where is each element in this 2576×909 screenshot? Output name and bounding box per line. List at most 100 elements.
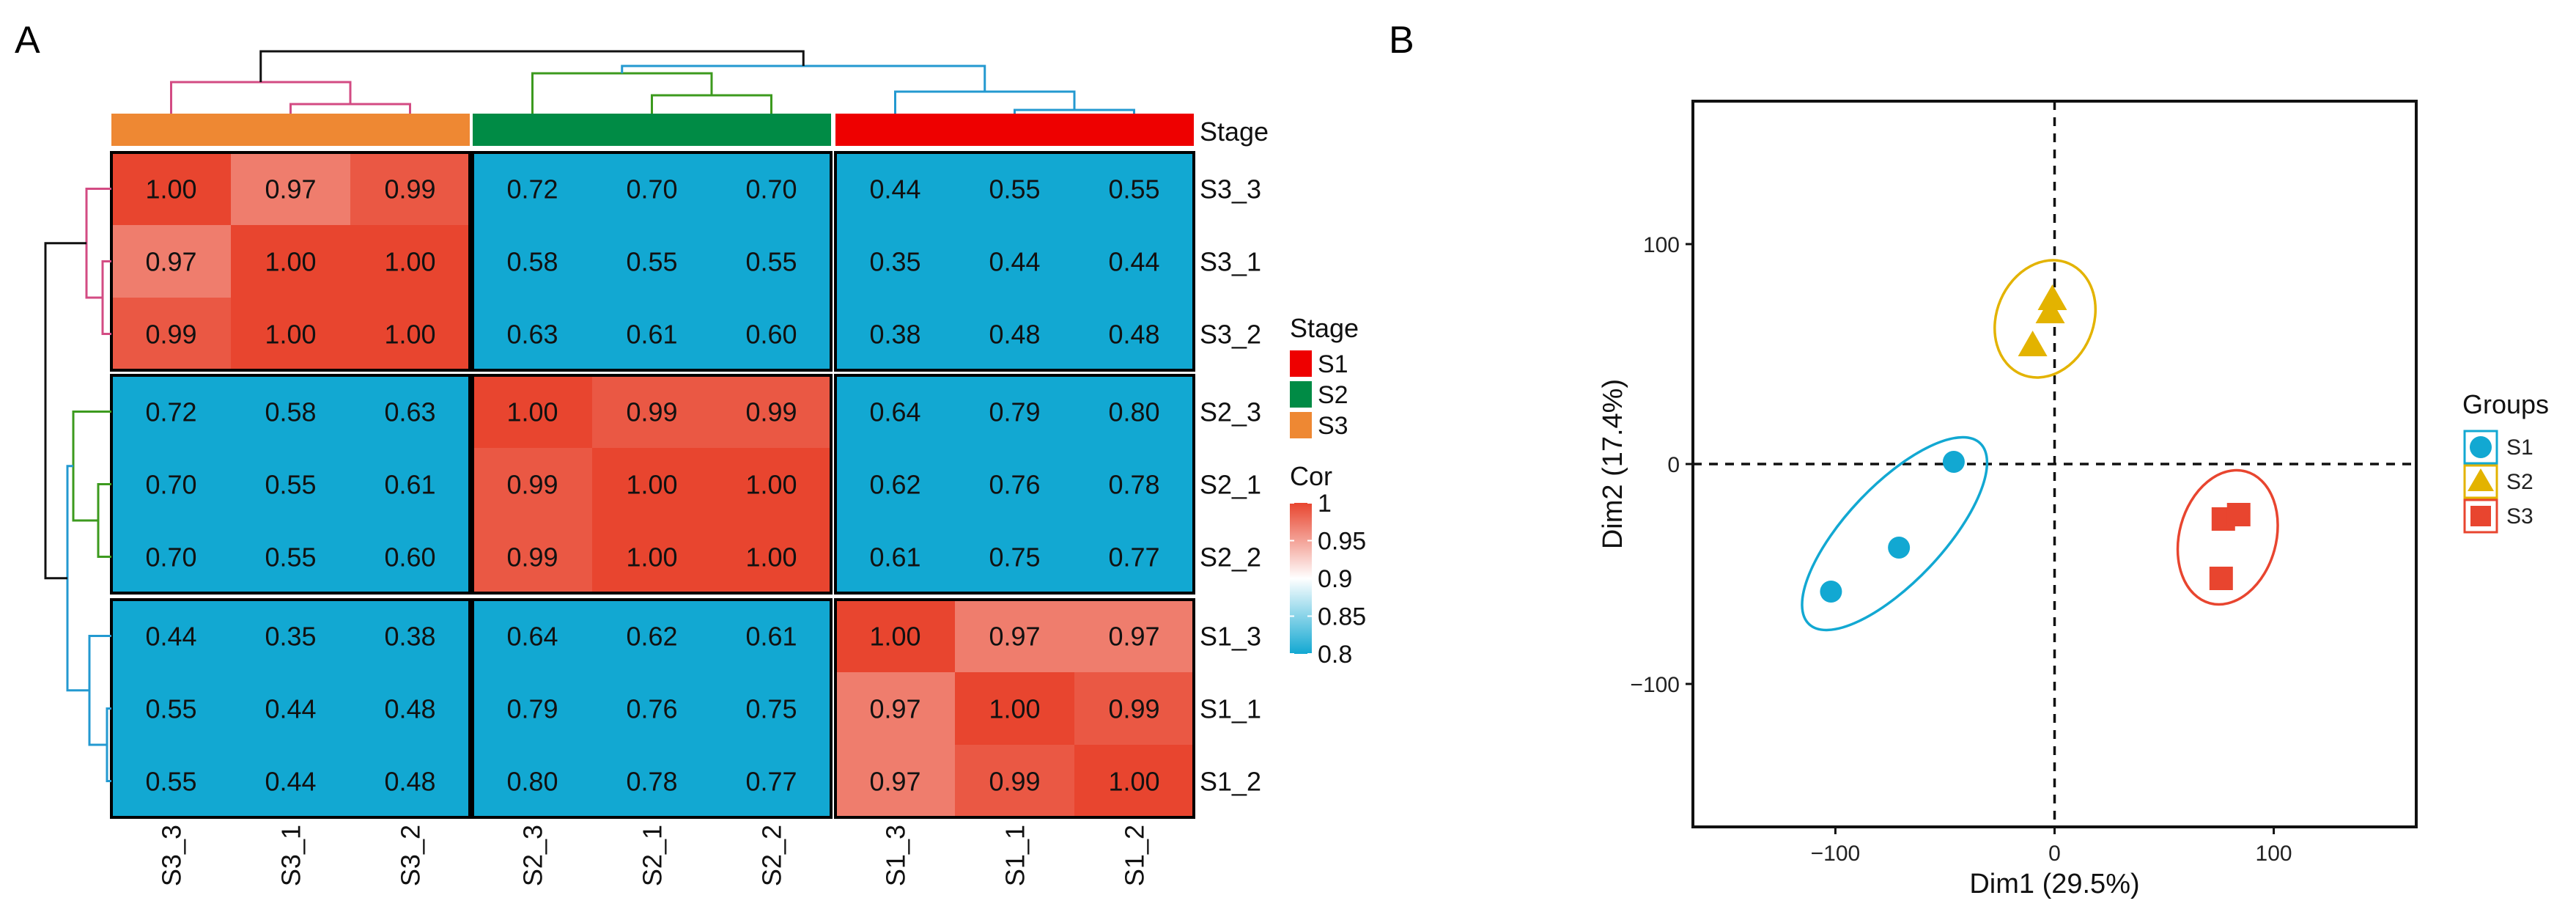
stage-legend-swatch-s1 bbox=[1290, 350, 1312, 377]
dendrogram-branch bbox=[621, 65, 986, 92]
groups-legend-title: Groups bbox=[2462, 389, 2549, 419]
heatmap-cell bbox=[592, 298, 712, 370]
heatmap-cell-label: 0.79 bbox=[989, 397, 1040, 427]
heatmap-cell-label: 0.99 bbox=[1108, 694, 1159, 724]
heatmap-cell-label: 0.55 bbox=[145, 694, 196, 724]
heatmap-cell-label: 0.60 bbox=[384, 542, 435, 573]
heatmap-cell-label: 0.76 bbox=[626, 694, 677, 724]
heatmap-cell-label: 0.99 bbox=[506, 470, 558, 500]
heatmap-col-label: S1_3 bbox=[881, 825, 911, 886]
legend-label: S3 bbox=[2506, 504, 2533, 529]
heatmap-cell-label: 0.48 bbox=[384, 767, 435, 797]
heatmap-cell bbox=[350, 225, 470, 298]
heatmap-cell-label: 0.77 bbox=[1108, 542, 1159, 573]
heatmap-row-labels: S3_3 S3_1 S3_2 S2_3 S2_1 S2_2 S1_3 S1_1 S1_2 bbox=[1200, 174, 1261, 797]
color-legend-tick-label: 0.8 bbox=[1318, 641, 1352, 669]
groups-legend: Groups S1 S2 S3 bbox=[2462, 389, 2549, 534]
heatmap-cell bbox=[712, 600, 831, 672]
heatmap-cell bbox=[1074, 600, 1194, 672]
stage-annotation-bar bbox=[111, 114, 1194, 146]
y-axis-title: Dim2 (17.4%) bbox=[1598, 379, 1628, 549]
point-s3 bbox=[2226, 503, 2251, 526]
y-axis-tick-label: 100 bbox=[1643, 233, 1680, 257]
group-ellipse-s2 bbox=[1993, 259, 2097, 379]
heatmap-cell bbox=[231, 152, 350, 225]
heatmap-row-label: S2_3 bbox=[1200, 397, 1261, 427]
heatmap-col-label: S3_3 bbox=[157, 825, 187, 886]
stage-legend: Stage S1 S2 S3 bbox=[1290, 313, 1359, 440]
x-axis: −100 0 100 bbox=[1811, 827, 2292, 866]
heatmap-cell-label: 0.70 bbox=[145, 470, 196, 500]
heatmap-cell bbox=[955, 152, 1074, 225]
heatmap-cell-label: 0.55 bbox=[1108, 174, 1159, 205]
heatmap-cell-label: 0.62 bbox=[869, 470, 920, 500]
point-s1 bbox=[1942, 451, 1965, 473]
heatmap-cell bbox=[473, 520, 592, 593]
heatmap-cell bbox=[111, 375, 231, 448]
panel-label-b: B bbox=[1389, 19, 1414, 62]
heatmap-cell-label: 0.61 bbox=[626, 320, 677, 350]
heatmap-col-label: S2_1 bbox=[638, 825, 668, 886]
heatmap-cell bbox=[955, 448, 1074, 520]
heatmap-col-label: S1_2 bbox=[1120, 825, 1150, 886]
heatmap-cell-label: 0.64 bbox=[506, 622, 558, 652]
heatmap-cell bbox=[835, 448, 955, 520]
x-axis-tick-label: 100 bbox=[2256, 842, 2292, 866]
heatmap-cell bbox=[111, 225, 231, 298]
heatmap-cell-label: 0.55 bbox=[145, 767, 196, 797]
heatmap-cell bbox=[1074, 152, 1194, 225]
heatmap-cell-label: 0.78 bbox=[626, 767, 677, 797]
heatmap-cell-label: 0.63 bbox=[384, 397, 435, 427]
point-s2 bbox=[2035, 298, 2065, 323]
heatmap-cell bbox=[231, 225, 350, 298]
heatmap-cell bbox=[592, 600, 712, 672]
dendrogram-branch bbox=[44, 242, 86, 580]
heatmap-cell bbox=[1074, 448, 1194, 520]
heatmap-block-border bbox=[471, 151, 833, 372]
heatmap-cell bbox=[712, 375, 831, 448]
point-s1 bbox=[1888, 537, 1911, 559]
heatmap-cell-label: 0.72 bbox=[506, 174, 558, 205]
heatmap-cell bbox=[592, 448, 712, 520]
heatmap-cell bbox=[1074, 375, 1194, 448]
heatmap-cell bbox=[350, 672, 470, 745]
heatmap-cell bbox=[835, 298, 955, 370]
color-legend-tick-label: 1 bbox=[1318, 490, 1332, 518]
heatmap-cell-label: 1.00 bbox=[626, 542, 677, 573]
dendrogram-branch bbox=[651, 94, 772, 114]
heatmap-cell bbox=[712, 225, 831, 298]
heatmap-col-label: S2_2 bbox=[757, 825, 787, 886]
dendrogram-branch bbox=[85, 188, 111, 299]
heatmap-cell bbox=[111, 672, 231, 745]
heatmap-cell-label: 0.61 bbox=[384, 470, 435, 500]
heatmap-cell-label: 0.64 bbox=[869, 397, 920, 427]
heatmap-cell bbox=[835, 375, 955, 448]
heatmap-cell bbox=[111, 600, 231, 672]
heatmap-cell bbox=[835, 600, 955, 672]
heatmap-row-label: S1_1 bbox=[1200, 694, 1261, 724]
heatmap-cell-label: 0.38 bbox=[384, 622, 435, 652]
heatmap-cell-label: 0.76 bbox=[989, 470, 1040, 500]
heatmap-cell-label: 0.97 bbox=[869, 694, 920, 724]
heatmap-cell-label: 0.44 bbox=[989, 247, 1040, 277]
heatmap-block-border bbox=[834, 598, 1195, 819]
heatmap-cell bbox=[955, 745, 1074, 817]
heatmap-cell bbox=[835, 672, 955, 745]
heatmap-cell-label: 0.48 bbox=[1108, 320, 1159, 350]
heatmap-row-label: S2_1 bbox=[1200, 470, 1261, 500]
heatmap-cell-label: 0.97 bbox=[265, 174, 316, 205]
dendrogram-branch bbox=[170, 81, 352, 114]
x-axis-title: Dim1 (29.5%) bbox=[1969, 869, 2139, 899]
heatmap-cell-label: 1.00 bbox=[745, 470, 797, 500]
heatmap-cell bbox=[231, 448, 350, 520]
dendrogram-branch bbox=[66, 465, 89, 692]
color-legend-tick-label: 0.85 bbox=[1318, 603, 1366, 631]
heatmap-cell-label: 0.97 bbox=[1108, 622, 1159, 652]
heatmap-cell-label: 1.00 bbox=[626, 470, 677, 500]
heatmap-cell bbox=[231, 745, 350, 817]
heatmap-cell bbox=[955, 375, 1074, 448]
stage-annotation-block bbox=[111, 114, 470, 146]
y-axis-tick-label: 0 bbox=[1667, 453, 1680, 477]
heatmap-cell bbox=[231, 672, 350, 745]
heatmap-cell-label: 0.61 bbox=[869, 542, 920, 573]
